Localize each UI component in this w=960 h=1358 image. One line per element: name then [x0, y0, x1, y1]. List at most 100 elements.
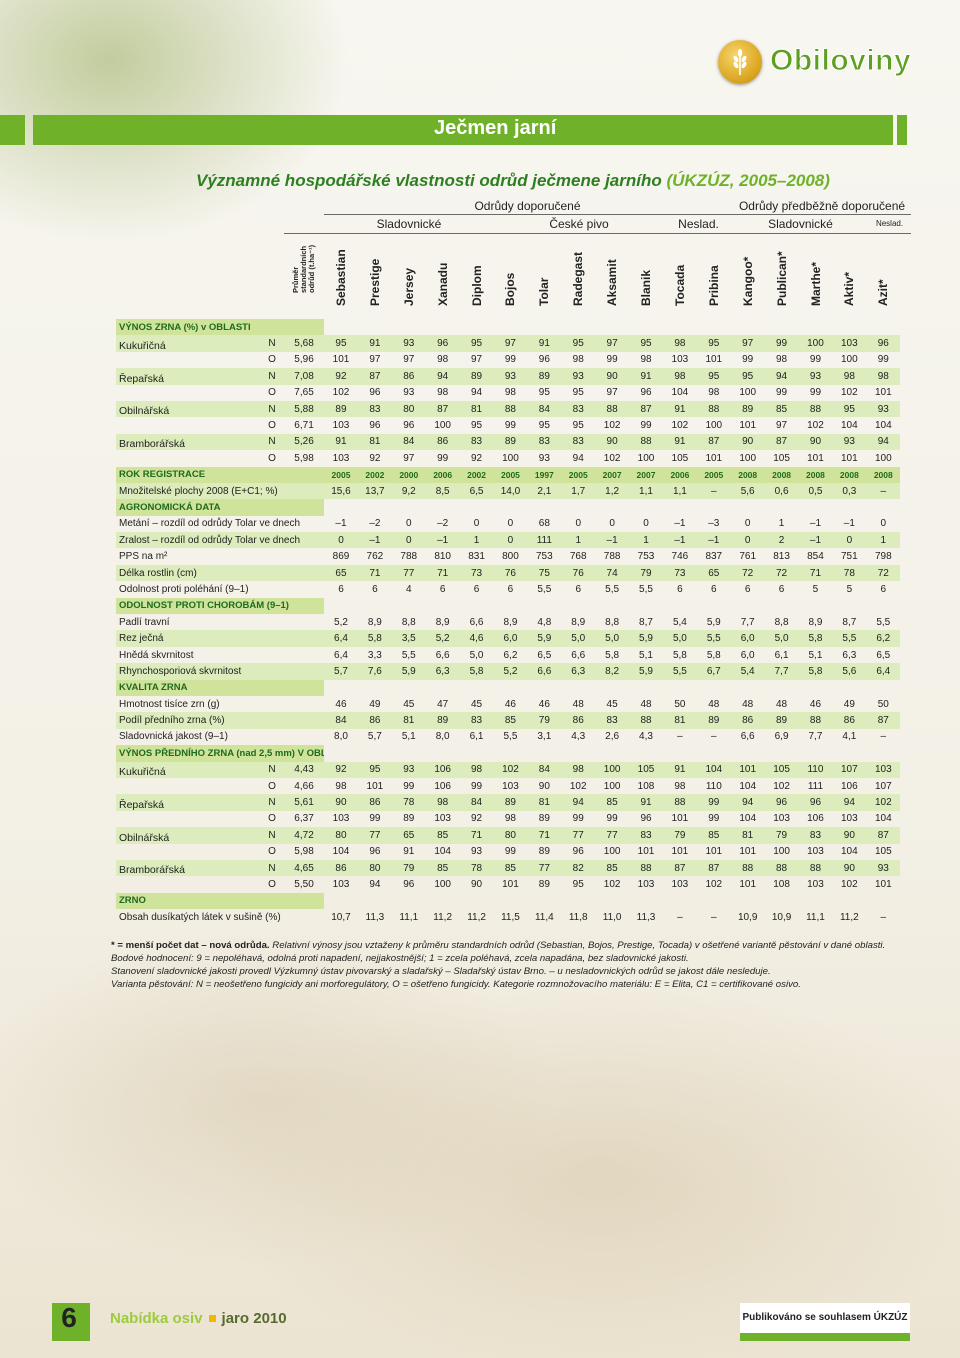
- table-cell: 6: [677, 583, 683, 595]
- table-cell: 88: [696, 400, 731, 418]
- table-cell: 95: [629, 335, 663, 352]
- table-cell: 798: [874, 551, 892, 563]
- yield-row: Řepařská N 7,08 92 87 86 94 89 93 89 93 90 91 98 95 95 9…: [116, 368, 901, 385]
- table-cell: 99: [437, 452, 449, 464]
- table-cell: 105: [671, 452, 689, 464]
- note-4: Varianta pěstování: N = neošetřeno fungi…: [111, 978, 911, 991]
- section-row: ODOLNOST PROTI CHOROBÁM (9–1): [116, 597, 900, 615]
- table-subtitle: Významné hospodářské vlastnosti odrůd je…: [196, 171, 830, 191]
- variety-header: Diplom: [460, 236, 494, 320]
- table-cell: 83: [629, 827, 663, 844]
- table-cell: 5,5: [876, 616, 891, 628]
- avg-value: 6,37: [294, 813, 314, 825]
- table-cell: 71: [425, 564, 460, 582]
- data-row: Rhynchosporiová skvrnitost 5,7 7,6 5,9 6,3 5,…: [116, 663, 901, 680]
- table-cell: –: [866, 482, 901, 500]
- table-cell: 86: [425, 433, 460, 451]
- section-row: KVALITA ZRNA: [116, 679, 900, 696]
- table-cell: –: [880, 731, 887, 743]
- table-cell: 96: [866, 335, 901, 352]
- yield-row: O 7,65 102 96 93 98 94 98 95 95 97 96 104 98 100 99 99 10…: [116, 385, 900, 401]
- table-cell: –1: [809, 518, 822, 530]
- table-cell: 5,8: [672, 649, 687, 661]
- table-cell: 97: [730, 335, 765, 352]
- table-cell: 87: [866, 712, 901, 729]
- table-cell: 2: [764, 532, 799, 549]
- table-cell: 90: [595, 433, 630, 451]
- area-label: Kukuřičná: [116, 761, 261, 778]
- table-cell: 89: [493, 794, 528, 811]
- table-cell: 91: [662, 400, 697, 418]
- table-cell: 110: [798, 761, 833, 778]
- table-cell: 6,5: [537, 649, 552, 661]
- table-cell: 102: [332, 387, 350, 399]
- group-doporucene: Odrůdy doporučené: [474, 199, 581, 213]
- table-cell: 8,2: [595, 663, 630, 680]
- table-cell: 97: [606, 387, 618, 399]
- table-cell: 5,0: [561, 630, 596, 647]
- table-cell: 4,6: [459, 630, 494, 647]
- table-cell: 81: [459, 400, 494, 418]
- section-label: VÝNOS ZRNA (%) v OBLASTI: [116, 319, 325, 336]
- table-cell: 8,9: [503, 616, 518, 628]
- table-cell: 99: [776, 387, 788, 399]
- table-cell: 5: [846, 583, 853, 595]
- table-cell: 87: [357, 368, 392, 385]
- table-cell: 5,2: [493, 663, 528, 680]
- variety-header: Bojos: [494, 236, 528, 320]
- table-cell: 85: [595, 859, 630, 877]
- variant-code: N: [260, 335, 285, 352]
- table-cell: 99: [572, 813, 584, 825]
- table-cell: 15,6: [324, 482, 358, 500]
- table-cell: 0: [507, 518, 514, 530]
- row-label: Délka rostlin (cm): [116, 564, 325, 582]
- table-cell: 81: [730, 827, 765, 844]
- table-cell: 89: [730, 400, 765, 418]
- table-cell: 88: [798, 712, 833, 729]
- table-cell: 96: [764, 794, 799, 811]
- variant-code: N: [260, 368, 285, 385]
- table-cell: 751: [841, 551, 858, 563]
- table-cell: 101: [671, 846, 689, 858]
- table-cell: 2008: [730, 466, 765, 483]
- table-cell: 101: [705, 452, 723, 464]
- table-cell: 79: [391, 859, 426, 877]
- footer-accent-bar: [740, 1333, 910, 1341]
- table-cell: 5,5: [662, 663, 697, 680]
- table-cell: 100: [637, 452, 655, 464]
- table-cell: –1: [662, 532, 697, 549]
- table-cell: 101: [807, 452, 824, 464]
- table-cell: 90: [832, 827, 867, 844]
- table-cell: 5,0: [469, 649, 484, 661]
- variety-header: Jersey: [392, 236, 426, 320]
- table-cell: 101: [874, 878, 892, 890]
- table-cell: 46: [504, 698, 516, 710]
- table-cell: 98: [335, 780, 347, 792]
- table-cell: 94: [470, 387, 483, 399]
- table-cell: 8,8: [774, 616, 789, 628]
- table-cell: 99: [640, 420, 652, 432]
- variety-header: Aktiv*: [833, 236, 867, 320]
- table-cell: 831: [468, 551, 485, 563]
- table-cell: 8,9: [367, 616, 382, 628]
- table-cell: 96: [403, 420, 415, 432]
- table-cell: 788: [603, 551, 621, 563]
- table-cell: 2005: [324, 466, 358, 483]
- yield-row: Kukuřičná N 4,43 92 95 93 106 98 102 84 98 100 105 91…: [116, 761, 901, 778]
- footer-publication: Nabídka osiv jaro 2010: [110, 1310, 287, 1327]
- footnotes: * = menší počet dat – nová odrůda. Relat…: [111, 939, 911, 991]
- table-cell: 800: [502, 551, 519, 563]
- table-cell: 95: [561, 335, 596, 352]
- row-label: Rhynchosporiová skvrnitost: [116, 663, 325, 680]
- table-cell: 100: [841, 354, 858, 366]
- table-cell: 5,9: [629, 663, 663, 680]
- table-cell: 1,1: [662, 482, 697, 500]
- table-cell: 93: [391, 761, 426, 778]
- table-cell: 100: [874, 452, 892, 464]
- table-cell: 77: [357, 827, 392, 844]
- table-cell: 103: [434, 813, 451, 825]
- table-cell: 101: [332, 354, 350, 366]
- variety-name: Aksamit: [605, 259, 620, 306]
- table-cell: 105: [773, 452, 790, 464]
- table-cell: 2007: [629, 466, 663, 483]
